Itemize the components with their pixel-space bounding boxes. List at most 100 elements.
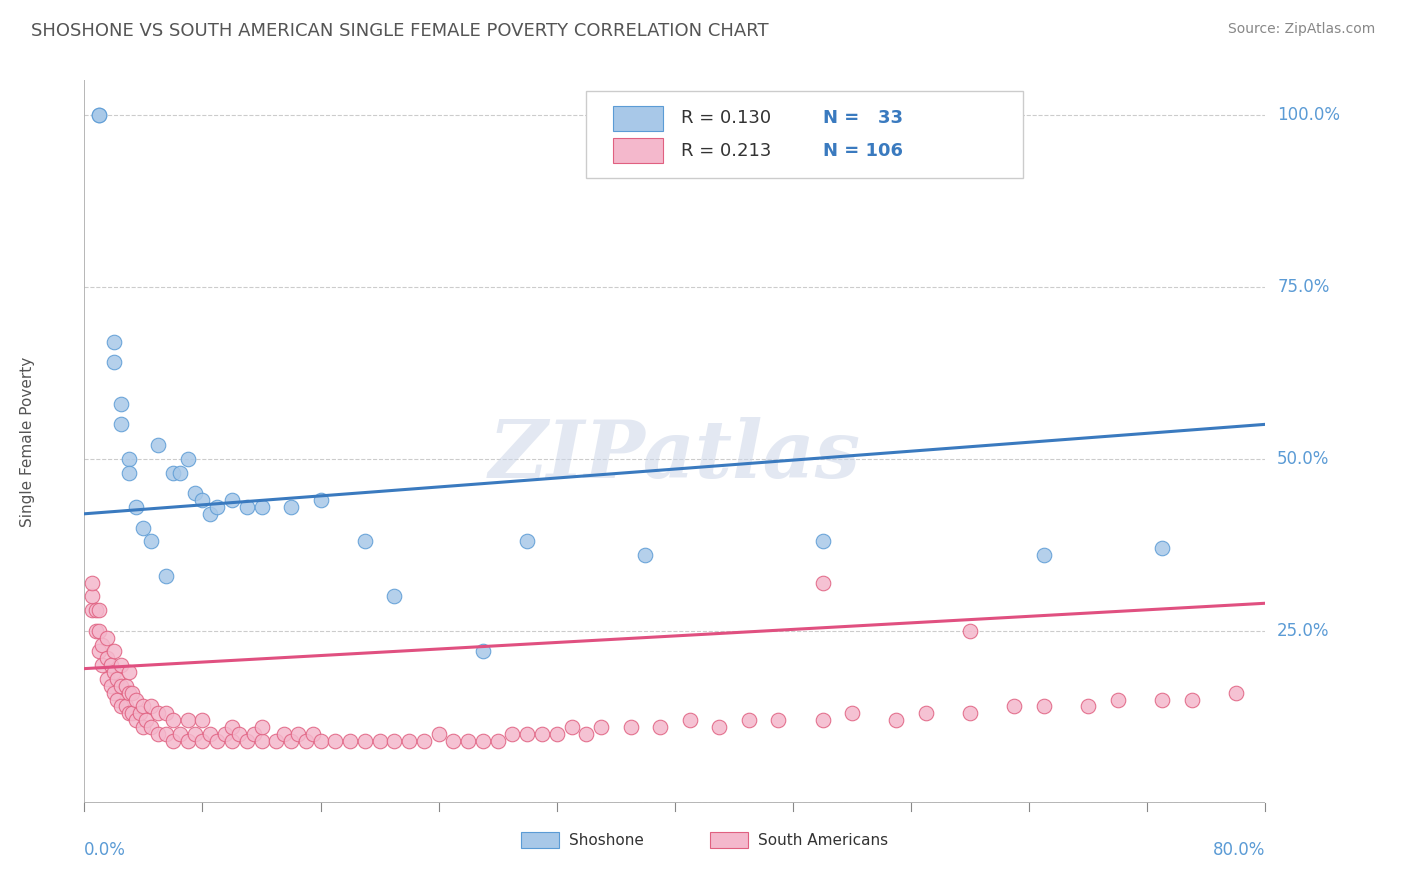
Point xyxy=(221,493,243,508)
Point xyxy=(1150,541,1173,556)
Point xyxy=(1004,699,1026,714)
Point xyxy=(339,734,361,748)
Point xyxy=(91,658,114,673)
Point xyxy=(207,734,229,748)
Point xyxy=(228,727,250,741)
Point xyxy=(155,568,177,582)
Point xyxy=(959,624,981,638)
Point xyxy=(105,692,128,706)
Text: N =   33: N = 33 xyxy=(823,109,903,128)
Point xyxy=(295,734,318,748)
Point xyxy=(148,706,170,721)
Point xyxy=(1033,699,1056,714)
Point xyxy=(80,590,103,604)
Point xyxy=(1107,692,1129,706)
Point xyxy=(738,713,761,727)
Point xyxy=(125,713,148,727)
Point xyxy=(886,713,908,727)
FancyBboxPatch shape xyxy=(522,832,560,848)
Point xyxy=(427,727,450,741)
Point xyxy=(382,590,406,604)
Point xyxy=(132,720,155,734)
Point xyxy=(125,500,148,514)
Point xyxy=(546,727,568,741)
Point xyxy=(110,658,132,673)
Point xyxy=(129,706,152,721)
Point xyxy=(472,644,495,658)
Point xyxy=(121,706,143,721)
Point xyxy=(96,651,118,665)
Point xyxy=(650,720,672,734)
Point xyxy=(575,727,598,741)
Point xyxy=(100,658,122,673)
Point xyxy=(162,713,184,727)
Text: Single Female Poverty: Single Female Poverty xyxy=(20,357,35,526)
Point xyxy=(100,679,122,693)
Point xyxy=(118,686,141,700)
Point xyxy=(516,534,538,549)
Text: 0.0%: 0.0% xyxy=(84,840,127,859)
Point xyxy=(841,706,863,721)
Point xyxy=(273,727,295,741)
Point xyxy=(382,734,406,748)
Text: 75.0%: 75.0% xyxy=(1277,277,1330,296)
Point xyxy=(121,686,143,700)
Point xyxy=(87,108,111,122)
Point xyxy=(184,486,207,500)
Point xyxy=(531,727,554,741)
Point xyxy=(80,603,103,617)
Point xyxy=(148,727,170,741)
Point xyxy=(221,720,243,734)
Point xyxy=(250,720,273,734)
Point xyxy=(87,108,111,122)
Point xyxy=(96,631,118,645)
Point xyxy=(198,507,221,521)
Text: N = 106: N = 106 xyxy=(823,142,903,160)
Point xyxy=(354,534,377,549)
Point xyxy=(325,734,347,748)
Point xyxy=(709,720,731,734)
Point xyxy=(169,727,191,741)
Point xyxy=(221,734,243,748)
Point xyxy=(811,713,834,727)
Text: 100.0%: 100.0% xyxy=(1277,105,1340,124)
Point xyxy=(1181,692,1204,706)
Point xyxy=(139,534,162,549)
Point xyxy=(501,727,523,741)
Point xyxy=(634,548,657,562)
Point xyxy=(162,466,184,480)
Point xyxy=(110,417,132,432)
Point xyxy=(280,734,302,748)
Text: R = 0.130: R = 0.130 xyxy=(681,109,770,128)
Text: ZIPatlas: ZIPatlas xyxy=(489,417,860,495)
Point xyxy=(413,734,436,748)
Text: 25.0%: 25.0% xyxy=(1277,622,1330,640)
Point xyxy=(591,720,613,734)
Point xyxy=(139,699,162,714)
Point xyxy=(302,727,325,741)
Point xyxy=(214,727,236,741)
Point xyxy=(103,665,125,679)
Point xyxy=(250,500,273,514)
Point xyxy=(811,575,834,590)
Point xyxy=(155,706,177,721)
Text: R = 0.213: R = 0.213 xyxy=(681,142,770,160)
Point xyxy=(1225,686,1247,700)
Point xyxy=(768,713,790,727)
Point xyxy=(110,699,132,714)
Point xyxy=(105,672,128,686)
Point xyxy=(84,603,107,617)
Point xyxy=(280,500,302,514)
Text: Shoshone: Shoshone xyxy=(568,833,644,848)
Point xyxy=(103,355,125,369)
Point xyxy=(118,665,141,679)
Point xyxy=(811,534,834,549)
Point xyxy=(103,644,125,658)
Point xyxy=(236,500,259,514)
Point xyxy=(114,699,136,714)
Point xyxy=(132,699,155,714)
Point xyxy=(87,603,111,617)
Point xyxy=(125,692,148,706)
Point xyxy=(207,500,229,514)
Point xyxy=(309,493,332,508)
